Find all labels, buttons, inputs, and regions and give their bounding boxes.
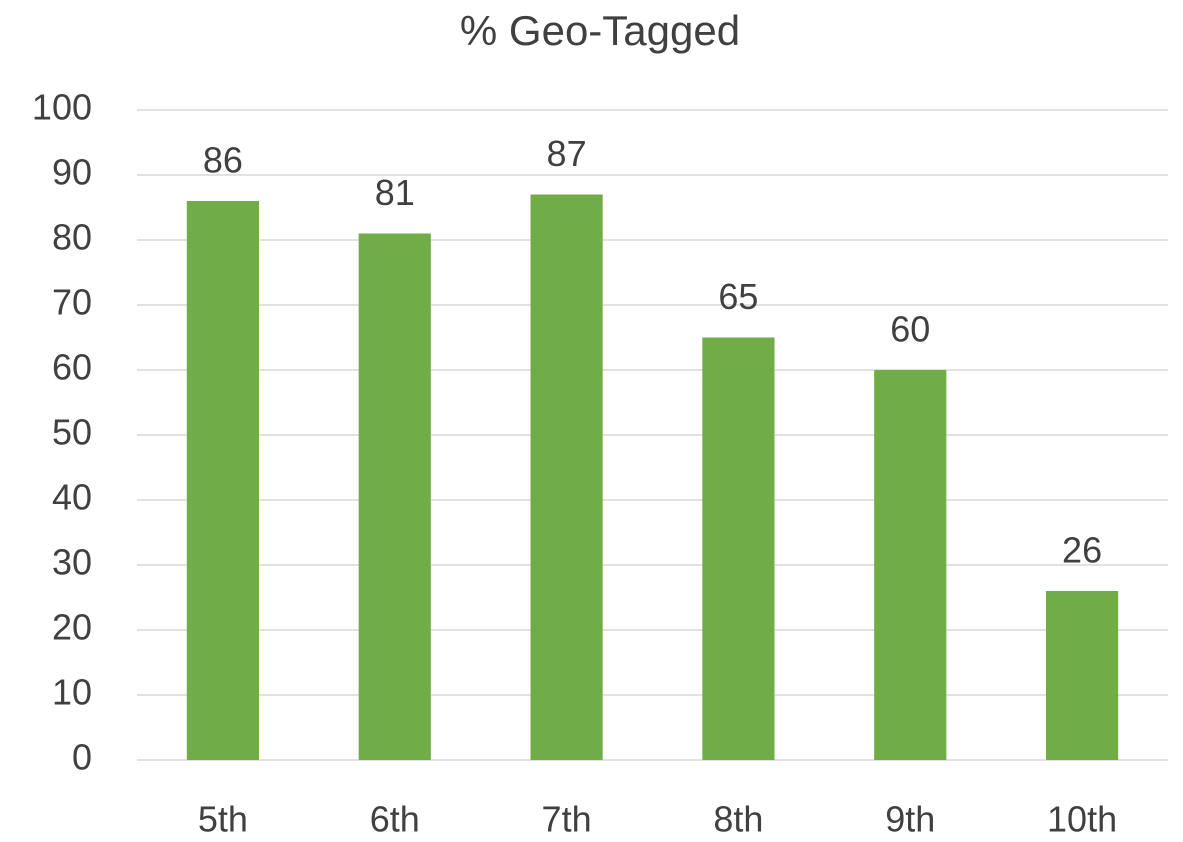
bar — [702, 337, 775, 760]
bar — [1045, 591, 1119, 760]
x-tick-label: 6th — [370, 799, 420, 840]
data-label: 65 — [718, 276, 758, 317]
x-tick-label: 7th — [542, 799, 592, 840]
y-tick-label: 20 — [52, 607, 92, 648]
x-tick-label: 9th — [885, 799, 935, 840]
data-label: 86 — [203, 140, 243, 181]
y-tick-label: 10 — [52, 672, 92, 713]
y-tick-label: 90 — [52, 152, 92, 193]
bar — [874, 370, 947, 760]
data-label: 81 — [375, 172, 415, 213]
data-label: 26 — [1062, 530, 1102, 571]
bar — [186, 201, 260, 760]
y-tick-label: 50 — [52, 412, 92, 453]
x-tick-label: 8th — [713, 799, 763, 840]
y-tick-label: 70 — [52, 282, 92, 323]
data-label: 87 — [547, 133, 587, 174]
y-tick-label: 0 — [72, 737, 92, 778]
x-tick-label: 10th — [1047, 799, 1117, 840]
y-tick-label: 80 — [52, 217, 92, 258]
chart-title: % Geo-Tagged — [460, 7, 740, 54]
data-label: 60 — [890, 309, 930, 350]
y-tick-label: 100 — [32, 87, 92, 128]
bar — [358, 233, 431, 760]
x-tick-label: 5th — [198, 799, 248, 840]
y-tick-label: 30 — [52, 542, 92, 583]
y-tick-label: 60 — [52, 347, 92, 388]
bar — [530, 194, 603, 760]
y-tick-label: 40 — [52, 477, 92, 518]
